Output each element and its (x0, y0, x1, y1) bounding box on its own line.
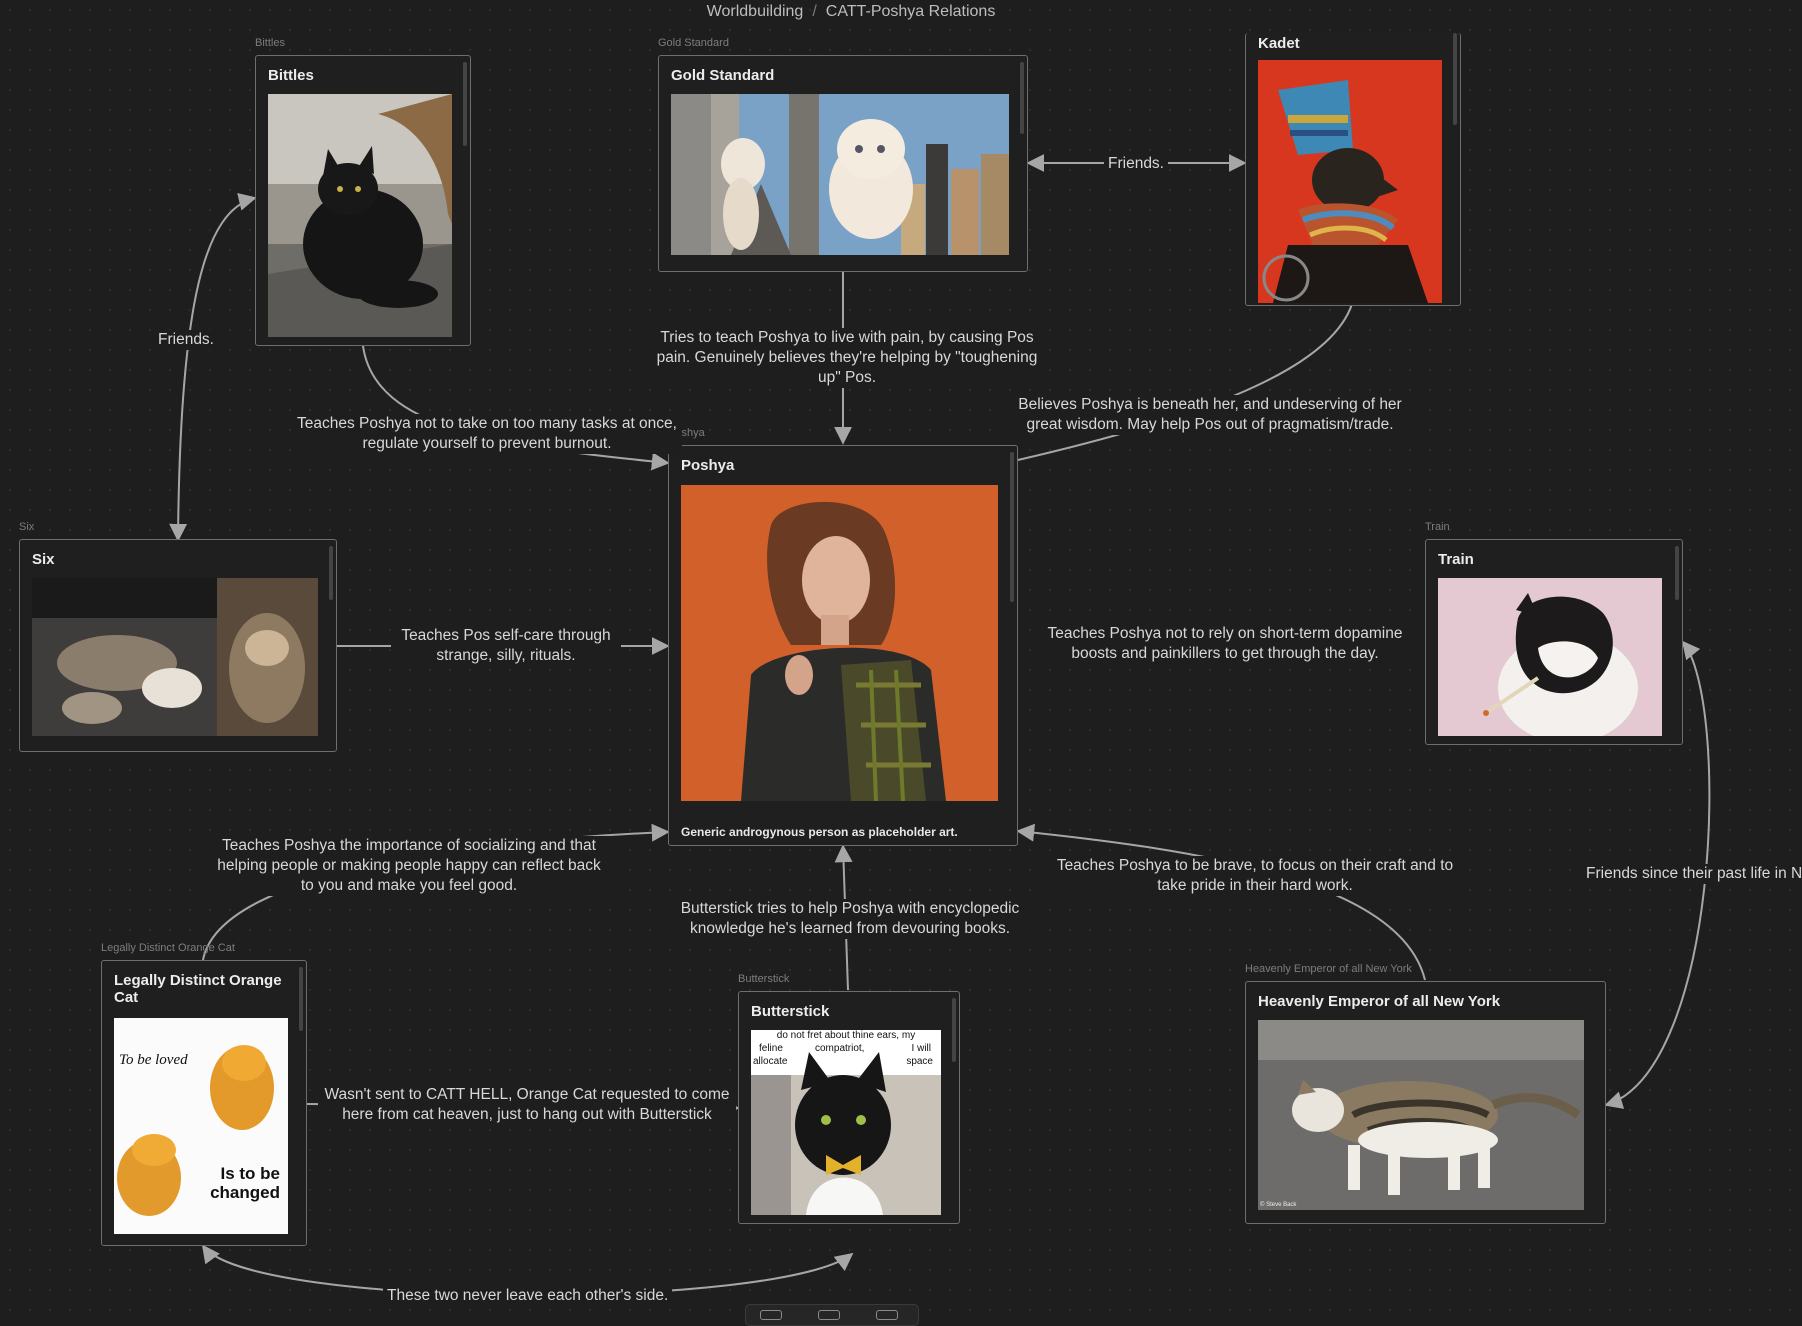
card-title: Poshya (681, 457, 735, 474)
edge-label-orange-butterstick: Wasn't sent to CATT HELL, Orange Cat req… (318, 1085, 736, 1125)
butterstick-meme-word: feline (759, 1043, 783, 1054)
breadcrumb-file[interactable]: CATT-Poshya Relations (825, 3, 996, 20)
card-title: Gold Standard (671, 67, 775, 84)
scrollbar[interactable] (1453, 33, 1457, 125)
card-gold-standard[interactable]: Gold Standard (658, 55, 1028, 272)
orange-cat-meme-line-1: Is to be (220, 1164, 280, 1183)
node-label-bittles: Bittles (255, 37, 285, 49)
card-title: Bittles (268, 67, 314, 84)
orange-cat-meme-image: To be loved Is to be changed (114, 1018, 288, 1234)
edge-label-six-poshya: Teaches Pos self-care through strange, s… (391, 626, 621, 666)
six-cats-image (32, 578, 318, 736)
edge-label-train-poshya: Teaches Poshya not to rely on short-term… (1038, 624, 1412, 664)
card-butterstick[interactable]: Butterstick do not fret about thine ears… (738, 991, 960, 1224)
edge-label-train-emperor: Friends since their past life in N (1582, 864, 1802, 884)
node-label-orange-cat: Legally Distinct Orange Cat (101, 942, 235, 954)
orange-cat-meme-text: To be loved (119, 1052, 188, 1068)
edge-bittles-six (169, 193, 257, 542)
card-poshya[interactable]: Poshya Generic androgynous person as pla… (668, 445, 1018, 846)
breadcrumb-folder[interactable]: Worldbuilding (706, 3, 804, 20)
emperor-photo-credit: © Steve Back (1260, 1202, 1297, 1208)
canvas-toolbar (745, 1304, 919, 1326)
edge-label-bittles-poshya: Teaches Poshya not to take on too many t… (292, 414, 682, 454)
butterstick-meme-word: allocate (753, 1056, 788, 1067)
card-title: Butterstick (751, 1003, 830, 1020)
butterstick-meme-image: do not fret about thine ears, my feline … (751, 1030, 941, 1215)
emperor-cat-image: © Steve Back (1258, 1020, 1584, 1210)
scrollbar[interactable] (952, 998, 956, 1062)
card-title: Six (32, 551, 55, 568)
poshya-placeholder-image (681, 485, 998, 801)
node-label-gold-standard: Gold Standard (658, 37, 729, 49)
scrollbar[interactable] (299, 967, 303, 1031)
edge-label-gold-poshya: Tries to teach Poshya to live with pain,… (646, 328, 1048, 388)
media-icon[interactable] (876, 1310, 898, 1320)
card-train[interactable]: Train (1425, 539, 1683, 745)
card-bittles[interactable]: Bittles (255, 55, 471, 346)
card-emperor[interactable]: Heavenly Emperor of all New York © Steve… (1245, 981, 1606, 1224)
kadet-egyptian-cat-painting (1258, 60, 1442, 303)
butterstick-meme-word: space (906, 1056, 933, 1067)
edge-emperor-poshya (1016, 823, 1426, 981)
note-icon[interactable] (818, 1310, 840, 1320)
edge-label-gold-kadet: Friends. (1104, 154, 1168, 174)
orange-cat-meme-line-2: changed (210, 1183, 280, 1202)
train-cat-image (1438, 578, 1662, 736)
butterstick-meme-word: I will (911, 1043, 931, 1054)
edge-kadet-poshya (1017, 303, 1353, 461)
gold-standard-kitten-image (671, 94, 1009, 255)
edge-label-never-leave: These two never leave each other's side. (383, 1286, 673, 1306)
edge-label-bittles-six: Friends. (154, 330, 218, 350)
card-orange-cat[interactable]: Legally Distinct Orange Cat To be loved … (101, 960, 307, 1246)
scrollbar[interactable] (1020, 62, 1024, 134)
breadcrumb: Worldbuilding / CATT-Poshya Relations (0, 3, 1702, 21)
card-title: Heavenly Emperor of all New York (1258, 993, 1501, 1010)
node-label-emperor: Heavenly Emperor of all New York (1245, 963, 1412, 975)
card-title: Legally Distinct Orange Cat (114, 972, 282, 1006)
card-kadet[interactable]: Kadet (1245, 33, 1461, 306)
edge-label-butterstick-poshya: Butterstick tries to help Poshya with en… (668, 899, 1032, 939)
edge-label-orange-poshya: Teaches Poshya the importance of sociali… (206, 836, 612, 896)
edge-label-emperor-poshya: Teaches Poshya to be brave, to focus on … (1048, 856, 1462, 896)
scrollbar[interactable] (463, 62, 467, 146)
card-icon[interactable] (760, 1310, 782, 1320)
poshya-caption: Generic androgynous person as placeholde… (681, 825, 958, 839)
butterstick-meme-word: compatriot, (815, 1043, 865, 1054)
card-title: Train (1438, 551, 1474, 568)
orange-cat-meme-text: Is to be changed (210, 1164, 280, 1202)
bittles-cat-image (268, 94, 452, 337)
scrollbar[interactable] (329, 546, 333, 600)
card-title: Kadet (1258, 35, 1300, 52)
node-label-butterstick: Butterstick (738, 973, 790, 985)
butterstick-meme-line-1: do not fret about thine ears, my (776, 1030, 916, 1041)
card-six[interactable]: Six (19, 539, 337, 752)
node-label-six: Six (19, 521, 35, 533)
scrollbar[interactable] (1010, 452, 1014, 602)
breadcrumb-separator: / (812, 3, 817, 20)
scrollbar[interactable] (1675, 546, 1679, 600)
edge-label-kadet-poshya: Believes Poshya is beneath her, and unde… (1006, 395, 1414, 435)
node-label-train: Train (1425, 521, 1450, 533)
